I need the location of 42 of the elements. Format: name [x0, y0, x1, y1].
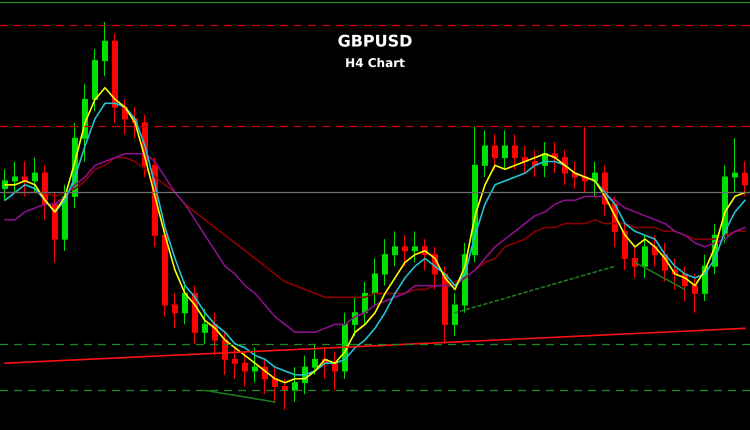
candlestick	[22, 161, 28, 197]
candlestick	[592, 161, 598, 197]
candlestick	[492, 134, 498, 170]
candlestick	[692, 274, 698, 314]
candlestick	[242, 351, 248, 388]
candlestick	[452, 292, 458, 337]
candlestick	[172, 292, 178, 329]
candlestick	[522, 145, 528, 174]
candlestick	[102, 21, 108, 77]
candlestick	[62, 184, 68, 252]
candlestick	[632, 246, 638, 278]
candlestick	[92, 48, 98, 112]
candlestick	[642, 234, 648, 278]
candlestick	[332, 351, 338, 391]
candlestick	[182, 281, 188, 325]
candlestick	[272, 366, 278, 403]
candlestick	[32, 157, 38, 194]
candlestick	[282, 378, 288, 410]
candlestick	[512, 134, 518, 170]
candlestick	[372, 258, 378, 306]
candlestick	[2, 168, 8, 201]
candlestick	[52, 192, 58, 263]
candlestick	[382, 238, 388, 286]
text: H4 Chart	[345, 56, 406, 70]
candlestick	[392, 230, 398, 267]
candlestick	[582, 126, 588, 194]
candlestick	[232, 347, 238, 380]
candlestick	[252, 347, 258, 384]
text: GBPUSD	[338, 32, 412, 50]
candlestick	[402, 234, 408, 267]
candlestick	[622, 223, 628, 271]
candlestick	[312, 343, 318, 376]
candlestick	[412, 230, 418, 263]
candlestick	[552, 142, 558, 174]
candlestick	[12, 161, 18, 194]
candlestick	[742, 161, 748, 197]
candlestick	[112, 32, 118, 124]
candlestick	[202, 308, 208, 344]
candlestick	[292, 366, 298, 403]
candlestick	[502, 130, 508, 170]
candlestick	[482, 130, 488, 178]
candlestick	[732, 138, 738, 194]
